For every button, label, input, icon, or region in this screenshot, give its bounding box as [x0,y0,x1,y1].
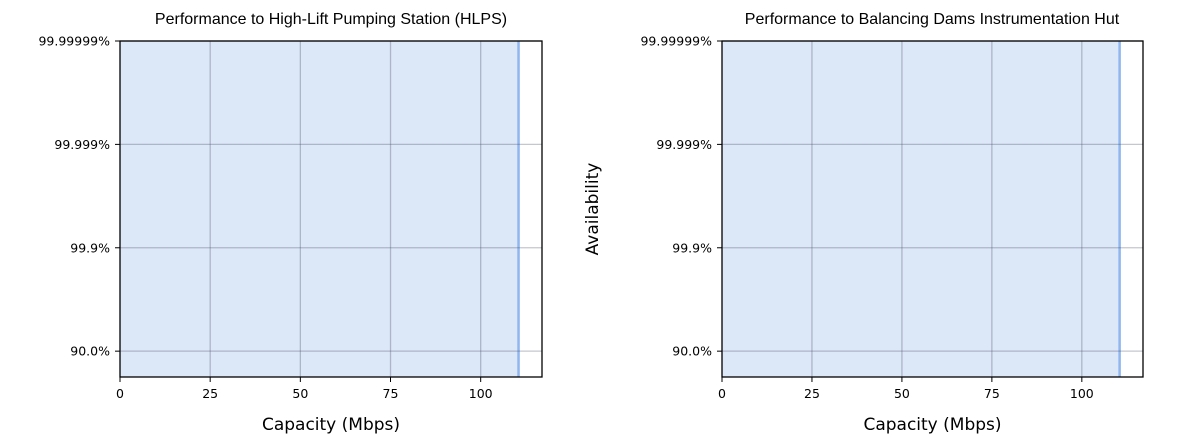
x-axis-label: Capacity (Mbps) [863,415,1001,435]
x-axis-label: Capacity (Mbps) [262,415,400,435]
y-tick-label: 99.999% [54,137,110,152]
y-tick-label: 99.99999% [38,34,110,49]
x-tick-label: 100 [469,386,493,401]
plot-frame [721,40,1144,378]
capacity-area [120,41,519,377]
y-tick-label: 99.9% [70,240,110,255]
x-tick-label: 0 [718,386,726,401]
plot-frame [119,40,543,378]
y-tick-label: 90.0% [70,344,110,359]
x-tick-label: 75 [984,386,1000,401]
y-tick-label: 99.999% [656,137,712,152]
chart-panel-2: Performance to Balancing Dams Instrument… [583,11,1144,435]
x-tick-label: 50 [894,386,910,401]
x-tick-label: 0 [116,386,124,401]
chart-panel-1: Performance to High-Lift Pumping Station… [38,11,543,435]
chart-title: Performance to High-Lift Pumping Station… [155,11,507,28]
y-tick-label: 99.9% [672,240,712,255]
y-axis-label: Availability [583,163,603,256]
x-tick-label: 50 [292,386,308,401]
capacity-area [722,41,1120,377]
x-tick-label: 100 [1070,386,1094,401]
x-tick-label: 25 [202,386,218,401]
y-tick-label: 90.0% [672,344,712,359]
chart-title: Performance to Balancing Dams Instrument… [745,11,1120,28]
x-tick-label: 75 [383,386,399,401]
x-tick-label: 25 [804,386,820,401]
y-tick-label: 99.99999% [640,34,712,49]
